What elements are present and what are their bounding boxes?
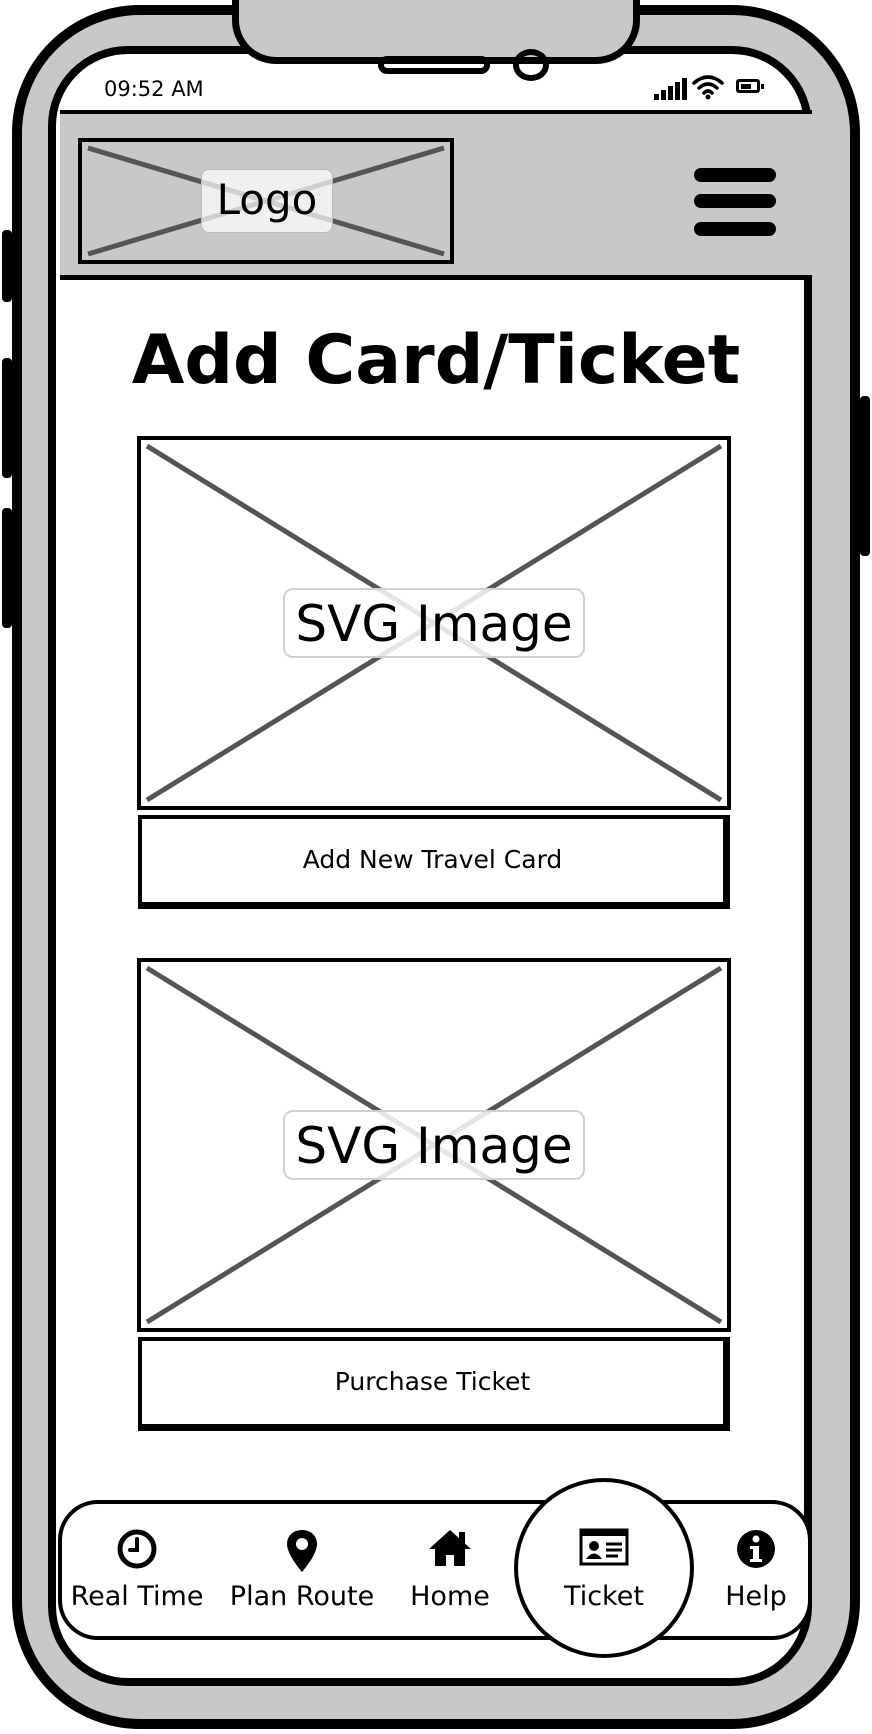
id-card-icon: [579, 1528, 629, 1566]
phone-volume-button: [2, 358, 12, 478]
phone-volume-button: [2, 508, 12, 628]
clock-icon: [117, 1529, 157, 1569]
nav-label: Plan Route: [229, 1581, 375, 1612]
speaker-icon: [378, 56, 490, 74]
notch: [232, 0, 640, 64]
nav-item-help[interactable]: Help: [712, 1522, 800, 1632]
battery-icon: [736, 79, 760, 93]
signal-icon: [654, 78, 688, 100]
camera-icon: [513, 49, 549, 81]
nav-label: Real Time: [70, 1581, 204, 1612]
nav-label: Home: [410, 1581, 490, 1612]
nav-label: Ticket: [564, 1581, 644, 1612]
page-title: Add Card/Ticket: [131, 321, 741, 400]
nav-item-home[interactable]: Home: [400, 1522, 500, 1632]
purchase-ticket-button[interactable]: Purchase Ticket: [138, 1337, 730, 1431]
add-new-travel-card-button[interactable]: Add New Travel Card: [138, 815, 730, 909]
logo-label: Logo: [201, 169, 333, 233]
image-label: SVG Image: [283, 588, 585, 658]
nav-label: Help: [725, 1581, 787, 1612]
home-icon: [429, 1530, 471, 1566]
nav-item-plan-route[interactable]: Plan Route: [222, 1522, 382, 1632]
map-pin-icon: [287, 1530, 317, 1572]
phone-volume-button: [2, 230, 12, 302]
image-label: SVG Image: [283, 1110, 585, 1180]
ticket-selected-indicator: [514, 1478, 694, 1658]
nav-item-real-time[interactable]: Real Time: [62, 1522, 212, 1632]
phone-power-button: [860, 396, 870, 556]
nav-item-ticket[interactable]: Ticket: [544, 1522, 664, 1632]
info-icon: [737, 1530, 775, 1568]
status-time: 09:52 AM: [104, 77, 204, 101]
wifi-icon: [692, 75, 724, 100]
